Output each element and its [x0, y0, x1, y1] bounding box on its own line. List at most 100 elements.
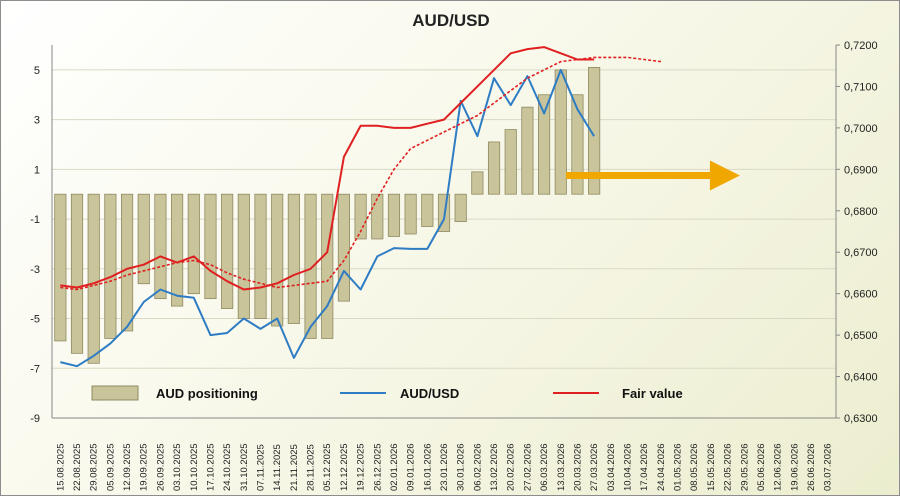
- positioning-bar: [554, 69, 567, 195]
- positioning-bar: [171, 193, 184, 307]
- x-tick-label: 05.12.2025: [322, 443, 333, 491]
- x-tick-label: 05.09.2025: [105, 443, 116, 491]
- left-y-tick-label: 1: [34, 164, 40, 176]
- right-y-tick-label: 0,6500: [844, 330, 878, 342]
- x-tick-label: 06.03.2026: [539, 443, 550, 491]
- positioning-bar: [154, 193, 167, 300]
- positioning-bar: [404, 193, 417, 235]
- right-y-tick-label: 0,6400: [844, 372, 878, 384]
- right-y-tick-label: 0,7100: [844, 81, 878, 93]
- positioning-bar: [337, 193, 350, 302]
- x-tick-label: 03.10.2025: [172, 443, 183, 491]
- x-tick-label: 02.01.2026: [389, 443, 400, 491]
- positioning-bar: [571, 94, 584, 195]
- positioning-bar: [70, 193, 84, 354]
- fair-value-forecast-line: [60, 56, 661, 291]
- x-tick-label: 29.05.2026: [739, 443, 750, 491]
- positioning-bar: [588, 66, 601, 195]
- x-tick-label: 27.03.2026: [589, 443, 600, 491]
- x-tick-label: 24.10.2025: [222, 443, 233, 491]
- positioning-bar: [304, 193, 317, 339]
- arrow-head: [709, 160, 740, 191]
- positioning-bar: [421, 193, 434, 227]
- x-tick-label: 12.06.2026: [773, 443, 784, 491]
- right-y-tick-label: 0,6700: [844, 247, 878, 259]
- x-tick-label: 10.10.2025: [189, 443, 200, 491]
- x-tick-label: 13.02.2026: [489, 443, 500, 491]
- positioning-bar: [104, 193, 117, 339]
- x-tick-label: 20.02.2026: [506, 443, 517, 491]
- positioning-bar: [137, 193, 150, 285]
- positioning-bar: [120, 193, 134, 332]
- positioning-bar: [237, 193, 250, 319]
- x-tick-label: 29.08.2025: [89, 443, 100, 491]
- positioning-bar: [504, 129, 517, 195]
- positioning-bar: [254, 193, 267, 319]
- right-y-tick-label: 0,6900: [844, 164, 878, 176]
- positioning-bar: [321, 193, 334, 339]
- x-tick-label: 30.01.2026: [456, 443, 467, 491]
- x-tick-label: 13.03.2026: [556, 443, 567, 491]
- x-tick-label: 15.05.2026: [706, 443, 717, 491]
- x-tick-label: 27.02.2026: [522, 443, 533, 491]
- aud-usd-line: [60, 68, 595, 368]
- x-tick-label: 07.11.2025: [256, 444, 267, 491]
- positioning-bar: [538, 94, 551, 195]
- left-y-tick-label: -7: [30, 363, 40, 375]
- x-tick-label: 22.08.2025: [72, 443, 83, 491]
- x-tick-label: 05.06.2026: [756, 443, 767, 491]
- right-y-tick-label: 0,6800: [844, 206, 878, 218]
- x-tick-label: 15.08.2025: [55, 443, 66, 491]
- positioning-bar: [354, 193, 367, 240]
- positioning-bar: [371, 193, 384, 240]
- x-tick-label: 20.03.2026: [572, 443, 583, 491]
- grid-lines: [52, 69, 836, 419]
- positioning-bar: [221, 193, 234, 309]
- positioning-bar: [454, 193, 467, 222]
- positioning-bar: [487, 141, 501, 195]
- left-y-tick-label: 5: [34, 65, 40, 77]
- positioning-bar: [471, 171, 484, 195]
- positioning-bar: [271, 193, 284, 327]
- positioning-bar: [287, 193, 300, 324]
- right-y-tick-label: 0,6600: [844, 289, 878, 301]
- x-tick-label: 19.12.2025: [356, 443, 367, 491]
- x-tick-label: 16.01.2026: [422, 443, 433, 491]
- x-tick-label: 26.06.2026: [806, 443, 817, 491]
- legend-label-positioning: AUD positioning: [156, 386, 258, 401]
- positioning-bar: [87, 193, 100, 364]
- x-tick-label: 12.12.2025: [339, 443, 350, 491]
- left-y-tick-label: -9: [30, 413, 40, 425]
- x-tick-label: 10.04.2026: [622, 443, 633, 491]
- positioning-bar: [387, 193, 401, 237]
- x-tick-label: 22.05.2026: [723, 443, 734, 491]
- x-tick-label: 28.11.2025: [306, 444, 317, 491]
- left-y-tick-label: -3: [30, 264, 40, 276]
- x-axis-labels: 15.08.2025 22.08.2025 29.08.2025 05.09.2025…: [55, 443, 833, 491]
- x-tick-label: 19.09.2025: [139, 443, 150, 491]
- positioning-bar: [204, 193, 217, 300]
- x-tick-label: 21.11.2025: [289, 444, 300, 491]
- x-tick-label: 24.04.2026: [656, 443, 667, 491]
- right-y-tick-label: 0,6300: [844, 413, 878, 425]
- left-y-axis-labels: 5 3 1 -1 -3 -5 -7 -9: [30, 65, 40, 425]
- left-y-tick-label: -1: [30, 214, 40, 226]
- x-tick-label: 12.09.2025: [122, 443, 133, 491]
- right-y-tick-label: 0,7000: [844, 123, 878, 135]
- x-tick-label: 03.04.2026: [606, 443, 617, 491]
- axes: [51, 45, 837, 419]
- x-tick-label: 17.10.2025: [205, 443, 216, 491]
- x-tick-label: 26.12.2025: [372, 443, 383, 491]
- left-y-tick-label: 3: [34, 115, 40, 127]
- positioning-bar: [54, 193, 67, 342]
- x-tick-label: 08.05.2026: [689, 443, 700, 491]
- forecast-arrow: [565, 160, 740, 191]
- positioning-bar: [187, 193, 200, 295]
- legend-label-fair-value: Fair value: [622, 386, 683, 401]
- left-y-tick-label: -5: [30, 314, 40, 326]
- legend-swatch-positioning: [91, 385, 139, 401]
- x-tick-label: 14.11.2025: [272, 444, 283, 491]
- right-y-axis-labels: 0,7200 0,7100 0,7000 0,6900 0,6800 0,6700 0,66…: [836, 40, 878, 425]
